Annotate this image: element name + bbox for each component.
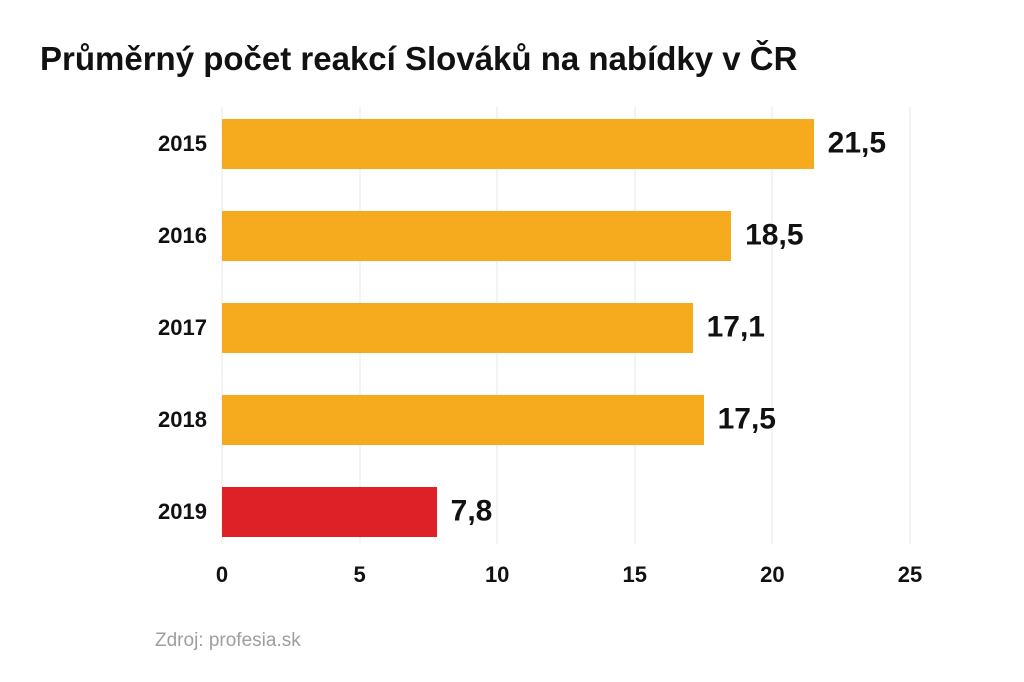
x-tick-label: 5 <box>353 562 366 587</box>
x-tick-label: 25 <box>897 562 923 587</box>
bar-row: 2018 17,5 <box>158 374 910 466</box>
value-label: 21,5 <box>827 126 887 160</box>
bar <box>222 487 437 537</box>
category-label: 2018 <box>158 407 207 432</box>
x-tick-label: 10 <box>484 562 510 587</box>
category-label: 2016 <box>158 223 207 248</box>
bar-row: 2017 17,1 <box>158 282 910 374</box>
bar-row: 2019 7,8 <box>158 466 910 558</box>
category-label: 2017 <box>158 315 207 340</box>
x-tick-label: 20 <box>760 562 785 587</box>
bar <box>222 211 732 261</box>
category-label: 2019 <box>158 499 207 524</box>
x-tick-label: 0 <box>215 562 229 587</box>
value-label: 7,8 <box>450 494 493 528</box>
bar <box>222 395 704 445</box>
bar-row: 2016 18,5 <box>158 190 910 282</box>
chart-title: Průměrný počet reakcí Slováků na nabídky… <box>40 40 798 77</box>
plot-area: 2015 21,5 2016 18,5 2017 17,1 2018 17,5 2019 7,8 <box>158 98 911 558</box>
category-label: 2015 <box>158 131 207 156</box>
bar <box>222 119 814 169</box>
source-label: Zdroj: profesia.sk <box>155 630 301 651</box>
value-label: 18,5 <box>745 218 804 252</box>
x-axis: 0 5 10 15 20 25 <box>216 562 922 592</box>
value-label: 17,5 <box>717 402 776 436</box>
x-tick-label: 15 <box>622 562 648 587</box>
bar-row: 2015 21,5 <box>158 98 910 190</box>
value-label: 17,1 <box>706 310 765 344</box>
bar-rows: 2015 21,5 2016 18,5 2017 17,1 2018 17,5 2019 7,8 <box>158 98 910 558</box>
bar <box>222 303 693 353</box>
